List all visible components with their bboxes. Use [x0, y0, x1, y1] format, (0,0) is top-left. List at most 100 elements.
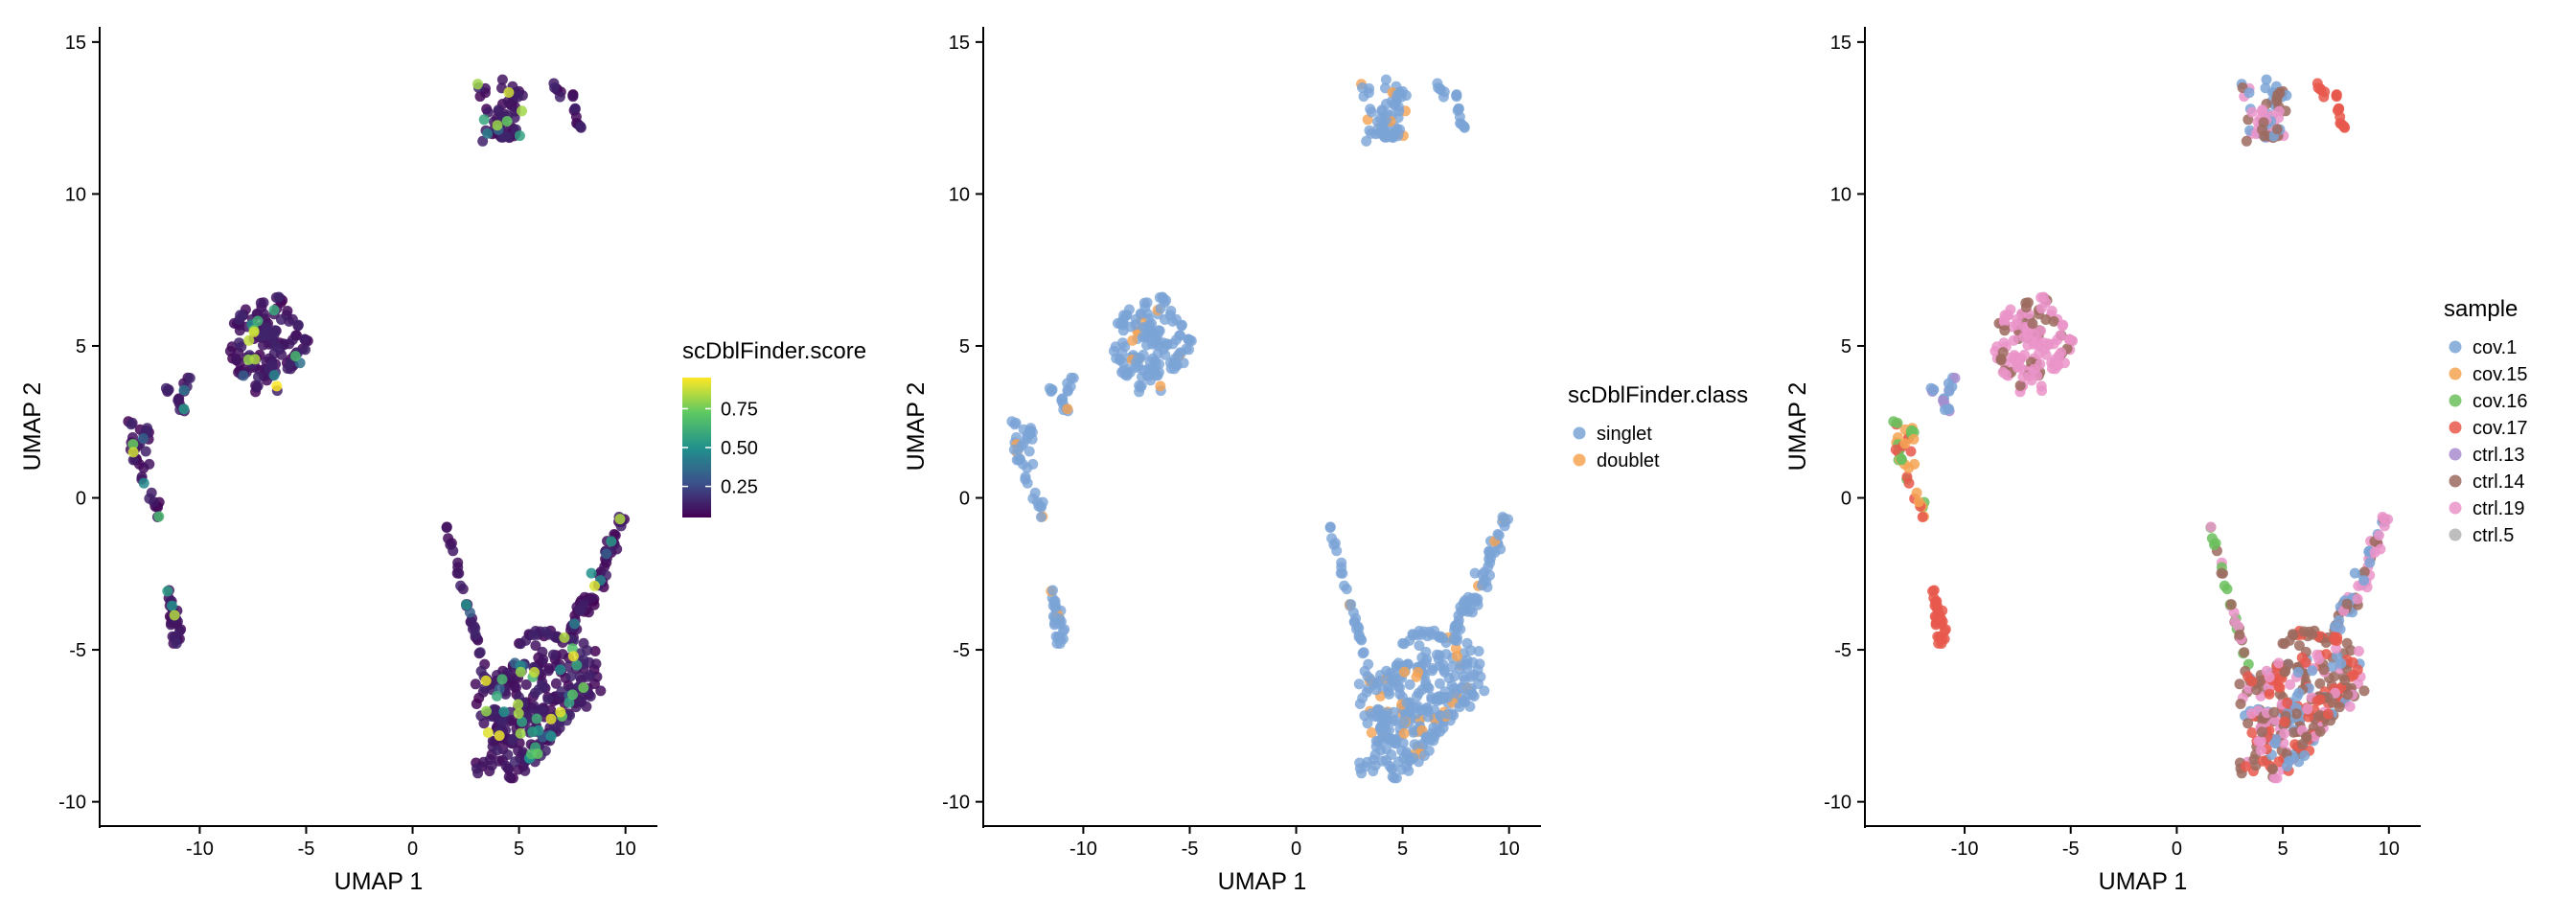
data-point: [1422, 711, 1434, 723]
data-point: [482, 727, 494, 738]
data-point: [1384, 688, 1395, 700]
data-point: [2063, 334, 2075, 345]
data-point: [1938, 395, 1949, 406]
data-point: [1913, 496, 1924, 508]
data-point: [2205, 521, 2217, 533]
data-point: [2338, 121, 2350, 132]
data-point: [1420, 731, 1432, 743]
y-tick-label: 10: [1830, 184, 1852, 205]
data-point: [284, 338, 295, 350]
data-point: [1998, 314, 2010, 326]
data-point: [1896, 453, 1907, 465]
data-point: [512, 91, 523, 103]
data-point: [1435, 725, 1446, 737]
data-point: [1420, 656, 1432, 668]
data-point: [289, 351, 301, 362]
data-point: [2313, 654, 2325, 665]
data-point: [2234, 629, 2245, 640]
data-point: [1154, 292, 1165, 303]
data-point: [2364, 557, 2376, 568]
data-point: [1435, 710, 1445, 721]
data-point: [2264, 672, 2275, 683]
x-tick-label: 5: [2278, 839, 2288, 860]
panel-1: -10 -5 0 5 10 -10 -5 0 5 10 15 UMAP 1 UMAP 2 scDblFin…: [19, 27, 866, 895]
data-point: [472, 79, 483, 90]
y-tick-label: 15: [949, 33, 970, 54]
data-point: [2358, 566, 2370, 578]
data-point: [153, 511, 165, 522]
data-point: [1392, 657, 1404, 669]
legend-key: [2449, 528, 2462, 541]
data-point: [486, 760, 497, 771]
data-point: [248, 326, 260, 337]
legend-entry-label: ctrl.5: [2472, 525, 2514, 546]
data-point: [1454, 111, 1465, 123]
data-point: [1398, 716, 1410, 727]
data-point: [2256, 726, 2267, 738]
data-point: [178, 384, 190, 396]
data-point: [1933, 637, 1944, 649]
data-point: [529, 667, 540, 678]
data-point: [2255, 735, 2266, 747]
data-point: [614, 514, 626, 525]
data-point: [2027, 318, 2038, 330]
data-point: [589, 580, 600, 591]
y-tick-label: 5: [76, 336, 86, 357]
data-point: [566, 643, 578, 655]
data-point: [1026, 433, 1038, 445]
data-point: [2314, 678, 2326, 689]
data-point: [496, 674, 508, 685]
data-point: [1154, 325, 1165, 336]
data-point: [585, 669, 596, 680]
data-point: [492, 120, 503, 131]
data-point: [2349, 567, 2360, 579]
data-point: [482, 127, 494, 139]
data-point: [2012, 362, 2023, 373]
data-point: [515, 727, 526, 739]
data-point: [1174, 330, 1185, 341]
data-point: [1411, 708, 1422, 720]
data-point: [2302, 703, 2313, 715]
y-tick-label: -5: [1834, 640, 1852, 661]
data-point: [589, 646, 601, 656]
data-point: [2341, 598, 2353, 610]
y-tick-label: 10: [949, 184, 970, 205]
data-point: [140, 446, 151, 457]
y-tick-label: -5: [69, 640, 86, 661]
legend-title: scDblFinder.class: [1568, 382, 1748, 408]
data-point: [545, 713, 557, 724]
data-point: [2258, 117, 2269, 128]
points-layer: [123, 74, 630, 784]
data-point: [1426, 665, 1438, 677]
data-point: [2373, 530, 2384, 541]
data-point: [169, 610, 180, 621]
data-point: [511, 682, 521, 694]
data-point: [1442, 708, 1454, 720]
data-point: [1150, 370, 1162, 381]
x-tick-label: 5: [514, 839, 524, 860]
data-point: [1131, 362, 1142, 373]
data-point: [1047, 585, 1058, 596]
y-tick-label: -10: [1824, 793, 1852, 814]
data-point: [503, 771, 515, 783]
data-point: [471, 763, 482, 774]
data-point: [1139, 302, 1151, 313]
data-point: [520, 678, 532, 690]
data-point: [2014, 380, 2026, 391]
data-point: [172, 395, 184, 406]
data-point: [1127, 334, 1138, 346]
data-point: [1892, 417, 1903, 428]
data-point: [126, 419, 137, 430]
data-point: [1451, 651, 1462, 662]
data-point: [470, 629, 481, 640]
data-point: [2300, 656, 2312, 668]
data-point: [1999, 325, 2011, 336]
legend-entry-label: ctrl.14: [2472, 472, 2524, 493]
data-point: [2307, 665, 2318, 677]
y-tick-label: 10: [65, 184, 86, 205]
data-point: [563, 661, 574, 673]
data-point: [494, 730, 505, 742]
data-point: [1995, 354, 2007, 364]
data-point: [1119, 369, 1131, 380]
data-point: [268, 370, 280, 381]
